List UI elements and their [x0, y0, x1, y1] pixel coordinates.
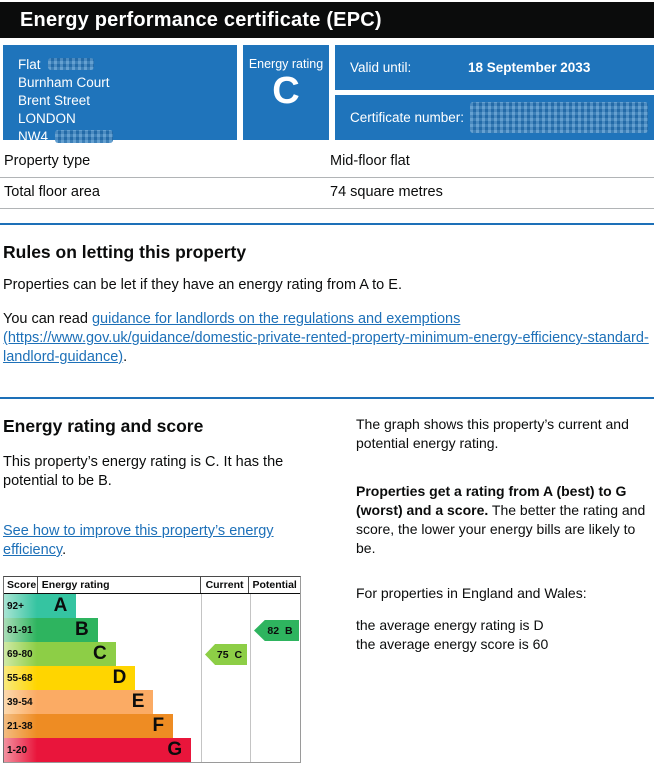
energy-rating-value: C — [272, 70, 300, 112]
current-rating-arrow: 75 C — [205, 644, 247, 665]
band-row-b: 81-91 B — [4, 618, 300, 642]
band-row-a: 92+ A — [4, 594, 300, 618]
improve-paragraph: See how to improve this property’s energ… — [3, 523, 274, 558]
band-score-range: 55-68 — [4, 666, 37, 690]
band-bar-g: G — [37, 738, 192, 762]
page-title: Energy performance certificate (EPC) — [20, 8, 382, 31]
validity-block: Valid until: 18 September 2033 Certifica… — [335, 45, 654, 140]
rules-heading: Rules on letting this property — [3, 242, 247, 262]
chart-header-energy-rating: Energy rating — [36, 577, 200, 593]
table-row: Property type Mid-floor flat — [0, 147, 654, 178]
address-line: Burnham Court — [18, 75, 110, 90]
rating-left-column: Energy rating and score This property’s … — [0, 399, 334, 763]
band-bar-e: E — [37, 690, 154, 714]
address-line: Flat — [18, 56, 237, 74]
certificate-summary: Flat Burnham Court Brent Street LONDON N… — [0, 45, 654, 144]
address-line: LONDON — [18, 111, 76, 126]
potential-rating-arrow: 82 B — [254, 620, 299, 641]
certificate-number-label: Certificate number: — [350, 110, 465, 125]
address-line: NW4 — [18, 128, 237, 146]
band-score-range: 39-54 — [4, 690, 37, 714]
band-row-f: 21-38 F — [4, 714, 300, 738]
property-details-table: Property type Mid-floor flat Total floor… — [0, 147, 654, 209]
england-wales-intro: For properties in England and Wales: — [356, 585, 587, 601]
band-bar-b: B — [37, 618, 98, 642]
improve-efficiency-link[interactable]: See how to improve this property’s energ… — [3, 523, 274, 558]
valid-until-cell: Valid until: 18 September 2033 — [335, 45, 654, 90]
band-row-d: 55-68 D — [4, 666, 300, 690]
band-score-range: 81-91 — [4, 618, 37, 642]
band-score-range: 92+ — [4, 594, 37, 618]
chart-column-divider — [201, 594, 202, 762]
energy-rating-label: Energy rating — [248, 57, 324, 71]
redacted-flat-number — [47, 58, 94, 70]
rating-section: Energy rating and score This property’s … — [0, 399, 654, 763]
band-score-range: 1-20 — [4, 738, 37, 762]
rating-heading: Energy rating and score — [3, 416, 204, 436]
certificate-number-cell: Certificate number: — [335, 95, 654, 140]
guidance-paragraph: You can read guidance for landlords on t… — [3, 311, 649, 365]
redacted-postcode — [55, 130, 113, 143]
landlord-guidance-link[interactable]: guidance for landlords on the regulation… — [3, 311, 649, 365]
table-row: Total floor area 74 square metres — [0, 178, 654, 209]
floor-area-value: 74 square metres — [330, 184, 443, 200]
rating-right-column: The graph shows this property’s current … — [334, 399, 654, 763]
band-bar-a: A — [37, 594, 77, 618]
rating-explanation: Properties get a rating from A (best) to… — [356, 483, 646, 556]
valid-until-label: Valid until: — [350, 60, 412, 75]
property-type-value: Mid-floor flat — [330, 153, 410, 169]
rating-paragraph: This property’s energy rating is C. It h… — [3, 454, 284, 489]
page-header: Energy performance certificate (EPC) — [0, 2, 654, 38]
band-score-range: 69-80 — [4, 642, 37, 666]
section-divider — [0, 397, 654, 399]
floor-area-label: Total floor area — [4, 184, 100, 200]
band-bar-f: F — [37, 714, 174, 738]
chart-column-divider — [250, 594, 251, 762]
band-bar-c: C — [37, 642, 116, 666]
chart-header-current: Current — [199, 577, 249, 593]
band-row-c: 69-80 C — [4, 642, 300, 666]
property-type-label: Property type — [4, 153, 91, 169]
rules-paragraph: Properties can be let if they have an en… — [3, 277, 402, 293]
chart-header-score: Score — [7, 579, 37, 591]
band-bar-d: D — [37, 666, 136, 690]
valid-until-value: 18 September 2033 — [468, 60, 591, 75]
address-line: Brent Street — [18, 93, 91, 108]
graph-description: The graph shows this property’s current … — [356, 416, 629, 451]
band-row-g: 1-20 G — [4, 738, 300, 762]
band-row-e: 39-54 E — [4, 690, 300, 714]
section-divider — [0, 223, 654, 225]
energy-rating-chart: Score Energy rating Current Potential 92+ A 81… — [3, 576, 301, 763]
address-block: Flat Burnham Court Brent Street LONDON N… — [3, 45, 237, 144]
redacted-certificate-number — [470, 102, 648, 133]
chart-header-potential: Potential — [248, 577, 300, 593]
band-score-range: 21-38 — [4, 714, 37, 738]
energy-rating-box: Energy rating C — [243, 45, 329, 140]
